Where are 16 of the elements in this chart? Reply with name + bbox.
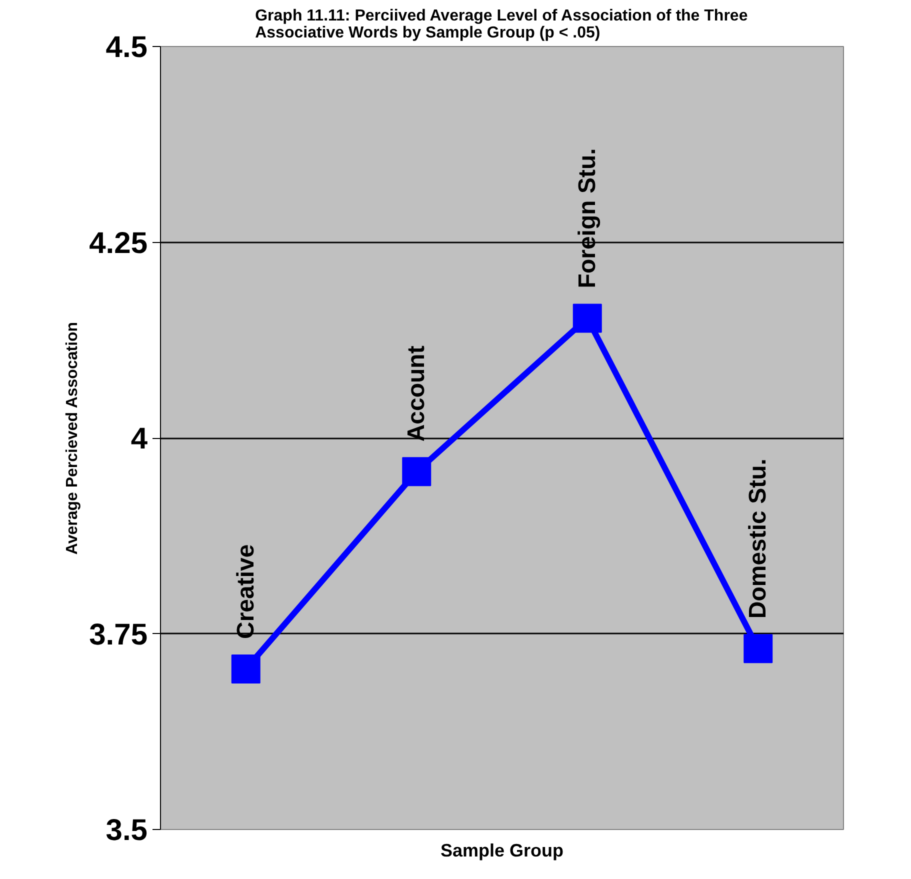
y-tick-label: 4 [130, 422, 148, 456]
point [572, 304, 602, 333]
x-tick-label: Account [403, 346, 430, 442]
x-tick-label: Foreign Stu. [574, 148, 601, 288]
x-tick-label: Domestic Stu. [744, 458, 772, 619]
point [744, 634, 773, 664]
point [231, 654, 260, 684]
y-tick-label: 4.25 [89, 226, 148, 260]
x-tick-label: Creative [232, 544, 260, 639]
y-tick-label: 3.5 [106, 814, 148, 847]
chart-title: Graph 11.11: Perciived Average Level of Association of the Three Associative Words by Sample Group (p < .05) [255, 8, 748, 42]
point [402, 457, 432, 486]
y-tick-label: 3.75 [89, 618, 148, 652]
y-tick-label: 4.5 [106, 31, 148, 64]
x-axis-title: Sample Group [440, 840, 564, 860]
y-axis-title: Average Percieved Assocation [64, 322, 82, 555]
